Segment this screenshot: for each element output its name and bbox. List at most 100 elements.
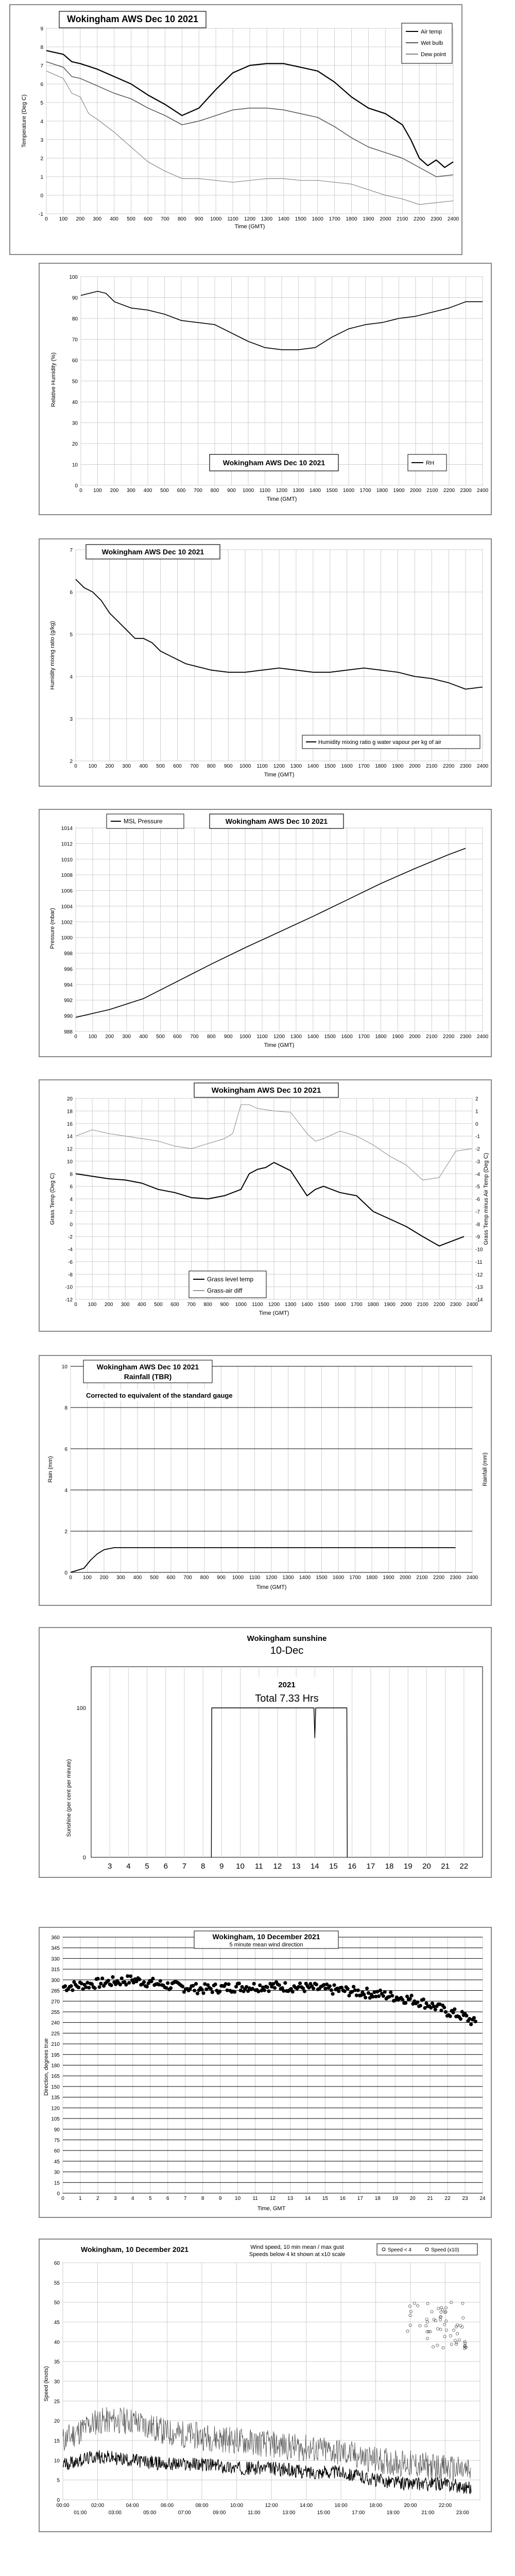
total-bg [246,1677,328,1707]
legend-label: Speed (x10) [431,2247,459,2253]
x-tick-label: 14 [311,1862,319,1871]
y-axis-label: Speed (knots) [43,2366,49,2401]
x-tick-label: 1800 [376,488,388,494]
low-speed-marker [426,2336,430,2340]
direction-point [297,1985,301,1989]
x-tick-label: 1200 [266,1575,278,1581]
x-tick-label: 1700 [349,1575,361,1581]
x-axis-label: Time, GMT [258,2206,286,2212]
x-tick-label: 04:00 [126,2503,139,2509]
low-speed-marker [437,2307,440,2310]
direction-point [233,1990,237,1994]
low-speed-marker [409,2310,413,2313]
direction-point [339,1986,344,1990]
title-box [194,1082,339,1098]
y-tick-label: 330 [51,1956,60,1962]
x-tick-label: 2200 [443,764,455,769]
x-tick-label: 1800 [346,216,357,222]
direction-point [195,1991,200,1995]
low-speed-marker [452,2328,456,2332]
x-tick-label: 4 [126,1862,130,1871]
y-tick-label: 998 [64,951,73,957]
x-tick-label: 20:00 [404,2503,417,2509]
direction-point [181,1985,185,1989]
chart-subtitle: Speeds below 4 kt shown at x10 scale [249,2251,346,2258]
y-tick-label: 6 [64,1447,67,1452]
y-axis-label: Direction, degrees true [43,2038,49,2095]
direction-point [331,1992,335,1996]
legend-label: Wet bulb [421,40,443,46]
y-tick-label: 60 [54,2261,60,2266]
low-speed-marker [444,2319,448,2323]
direction-point [364,1995,368,1999]
x-tick-label: 3 [114,2196,117,2201]
x-tick-label: 2300 [450,1575,461,1581]
x-tick-label: 2000 [410,488,422,494]
direction-point [111,1975,115,1979]
direction-point [387,1995,391,1999]
direction-point [204,1987,209,1991]
direction-point [325,1982,329,1987]
x-tick-label: 8 [201,1862,205,1871]
y-tick-label: 285 [51,1989,60,1994]
y-tick-label: 100 [69,275,78,280]
x-tick-label: 07:00 [178,2510,191,2516]
x-tick-label: 1000 [235,1302,247,1308]
direction-point [131,1980,135,1985]
direction-point [335,1987,339,1991]
y-tick-label: 4 [70,674,73,680]
chart-date: 10-Dec [270,1645,303,1656]
x-tick-label: 800 [200,1575,209,1581]
direction-point [258,1983,262,1987]
direction-point [114,1982,118,1986]
direction-point [347,1993,351,1998]
y-tick-label: 1008 [61,873,73,878]
x-tick-label: 1700 [329,216,340,222]
y-tick-label: 30 [54,2379,60,2385]
y2-tick-label: -13 [475,1285,483,1291]
direction-point [157,1982,161,1987]
direction-point [250,1987,254,1991]
x-tick-label: 01:00 [74,2510,87,2516]
x-tick-label: 2400 [467,1302,478,1308]
x-tick-label: 0 [61,2196,64,2201]
y-tick-label: 10 [72,463,78,468]
direction-point [72,1980,76,1984]
y-tick-label: 10 [54,2458,60,2464]
y-tick-label: 0 [83,1855,86,1861]
x-tick-label: 2400 [477,764,489,769]
y-tick-label: 40 [54,2340,60,2345]
low-speed-marker [439,2328,442,2331]
x-tick-label: 1300 [290,764,302,769]
y2-tick-label: -9 [475,1234,480,1240]
x-tick-label: 400 [110,216,118,222]
y-tick-label: 150 [51,2084,60,2090]
y-tick-label: 2 [64,1529,67,1535]
y2-tick-label: 0 [475,1122,478,1127]
direction-point [362,1992,366,1996]
x-tick-label: 1100 [260,488,271,494]
x-tick-label: 1000 [243,488,254,494]
y2-tick-label: -12 [475,1272,483,1278]
y-tick-label: 14 [67,1134,73,1140]
y-tick-label: 8 [40,45,43,50]
x-tick-label: 1400 [278,216,290,222]
title-box [83,1360,213,1383]
y-tick-label: 315 [51,1967,60,1973]
direction-point [307,1986,311,1990]
x-tick-label: 2300 [431,216,442,222]
y-tick-label: 1014 [61,826,73,832]
chart-title: Wokingham sunshine [247,1634,327,1643]
series-line-0 [62,2407,472,2482]
y-axis-label: Temperature (Deg C) [21,94,27,147]
x-tick-label: 2200 [443,1034,455,1040]
chart-temperature: 0 100 200 300 400 500 600 700 800 900 1000 1100 1200… [21,11,459,230]
y-tick-label: 6 [40,82,43,88]
y-tick-label: 300 [51,1978,60,1984]
low-speed-marker [408,2304,411,2308]
series-line-1 [62,2450,472,2495]
x-tick-label: 16:00 [334,2503,347,2509]
x-tick-label: 1800 [366,1575,378,1581]
direction-point [256,1989,261,1994]
direction-point [191,1984,195,1988]
